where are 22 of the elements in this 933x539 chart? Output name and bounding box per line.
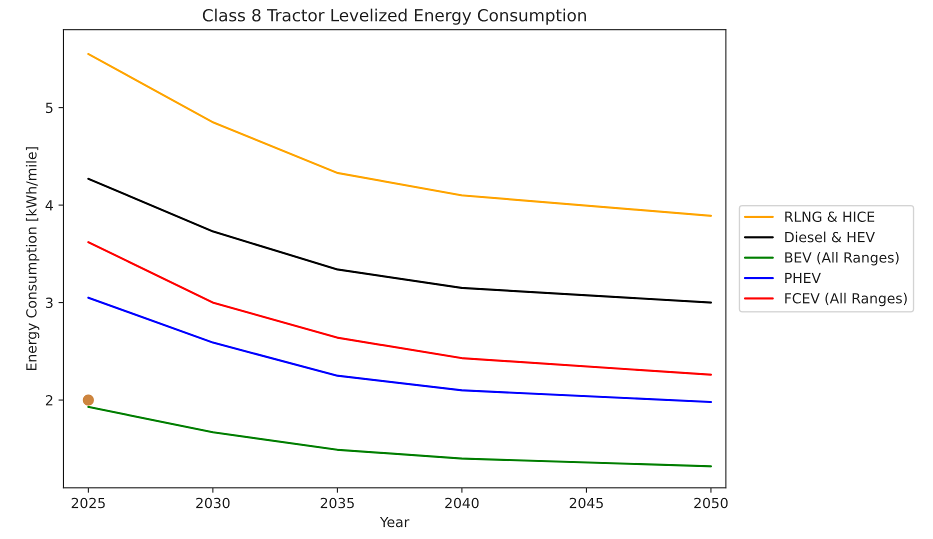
x-tick-label: 2050	[694, 498, 728, 508]
x-axis-title: Year	[380, 516, 410, 528]
y-tick-label: 5	[46, 102, 53, 114]
y-tick-label: 2	[46, 395, 52, 406]
legend-label: BEV (All Ranges)	[785, 252, 899, 266]
x-tick-label: 2030	[196, 498, 230, 508]
x-tick-label: 2025	[72, 498, 105, 508]
line-series	[87, 241, 712, 376]
y-tick-label: 3	[46, 298, 53, 308]
chart-title: Class 8 Tractor Levelized Energy Consumption	[202, 8, 586, 25]
x-tick-label: 2035	[320, 498, 354, 508]
x-tick-label: 2045	[570, 498, 603, 508]
legend-label: RLNG & HICE	[785, 211, 874, 222]
line-series	[87, 178, 712, 304]
line-series	[87, 296, 712, 404]
legend-label: PHEV	[785, 272, 821, 283]
legend-label: FCEV (All Ranges)	[785, 292, 907, 306]
x-tick-label: 2040	[445, 498, 479, 508]
y-tick-label: 4	[46, 200, 53, 210]
y-axis-title: Energy Consumption [kWh/mile]	[26, 147, 40, 370]
legend-label: Diesel & HEV	[785, 232, 875, 242]
line-series	[87, 52, 712, 217]
